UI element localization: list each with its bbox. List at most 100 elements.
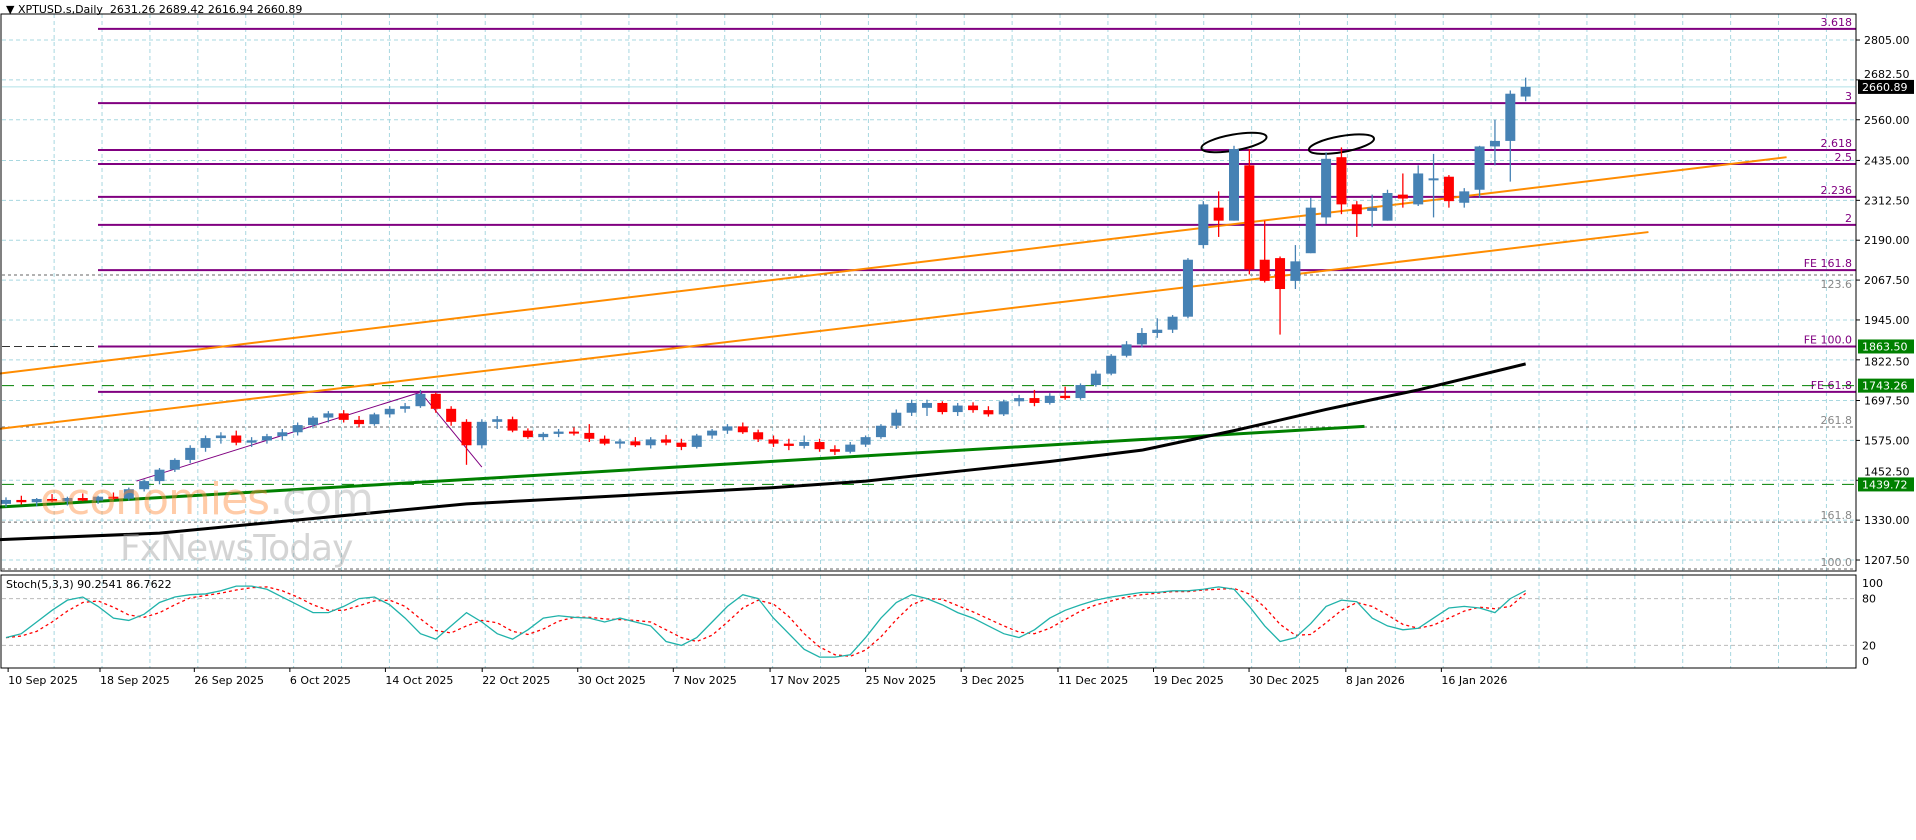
candle-body	[1229, 149, 1239, 221]
y-tick-label: 1207.50	[1864, 554, 1910, 567]
candle-body	[1443, 176, 1454, 202]
candle-body	[906, 402, 917, 413]
candle-body	[676, 442, 687, 447]
x-tick-label: 10 Sep 2025	[8, 674, 78, 687]
candle-body	[1305, 207, 1316, 254]
candle-body	[1382, 192, 1393, 221]
axes: 2805.00 2682.50 2560.00 2435.00 2312.50 2190.…	[0, 13, 1914, 687]
candle-body	[154, 469, 165, 482]
candle-body	[461, 421, 472, 446]
candle-body	[1474, 146, 1485, 190]
chart-header: ▼ XPTUSD.s,Daily 2631.26 2689.42 2616.94…	[6, 3, 302, 16]
marked-level-tag	[1858, 477, 1914, 492]
candle-body	[292, 425, 303, 433]
candle-body	[139, 481, 150, 490]
highlight-ellipse	[1307, 133, 1375, 155]
candle-body	[829, 449, 840, 452]
candle-body	[1505, 93, 1516, 141]
candle-body	[722, 426, 733, 431]
x-tick-label: 18 Sep 2025	[100, 674, 170, 687]
candle-body	[1029, 398, 1040, 403]
candle-body	[93, 496, 104, 501]
fib-level-label: FE 161.8	[1804, 257, 1852, 270]
x-tick-label: 30 Oct 2025	[578, 674, 646, 687]
candle-body	[630, 441, 641, 446]
stoch-tick-label: 100	[1862, 577, 1883, 590]
fib-level-label: 2.618	[1821, 137, 1853, 150]
y-tick-label: 1697.50	[1864, 395, 1910, 408]
marked-level-tag	[1858, 378, 1914, 393]
candle-body	[323, 413, 334, 418]
y-tick-label: 2312.50	[1864, 194, 1910, 207]
candle-body	[968, 405, 979, 411]
fib-level-label: 2.5	[1835, 151, 1853, 164]
candle-body	[875, 425, 886, 438]
candle-body	[1121, 344, 1132, 356]
x-tick-label: 6 Oct 2025	[290, 674, 351, 687]
candle-body	[538, 433, 549, 438]
x-tick-label: 26 Sep 2025	[194, 674, 264, 687]
candle-body	[1336, 157, 1347, 205]
candle-body	[615, 441, 625, 444]
overlays	[0, 131, 1787, 542]
candle-body	[369, 414, 380, 425]
y-tick-label: 1575.00	[1864, 434, 1910, 447]
watermark-fxnewstoday: FxNewsToday	[120, 528, 353, 569]
candle-body	[277, 432, 288, 437]
x-tick-label: 22 Oct 2025	[482, 674, 550, 687]
fib-level-label: 3	[1845, 90, 1852, 103]
candle-body	[1459, 191, 1470, 203]
y-tick-label: 1330.00	[1864, 514, 1910, 527]
candle-body	[1, 499, 11, 504]
stoch-frame	[0, 574, 1857, 669]
stoch-main-line	[5, 585, 1526, 658]
fib-retracement-label: 161.8	[1821, 509, 1853, 522]
candle-body	[338, 413, 349, 420]
candle-body	[215, 435, 226, 439]
candle-body	[1520, 86, 1531, 97]
candle-body	[47, 498, 58, 502]
candle-body	[16, 499, 27, 503]
candle-body	[261, 436, 272, 441]
candle-body	[31, 498, 42, 503]
candle-body	[768, 439, 779, 444]
y-tick-label: 2435.00	[1864, 154, 1910, 167]
candle-body	[1075, 385, 1086, 399]
marked-level-value: 1439.72	[1862, 478, 1908, 491]
candle-body	[845, 444, 856, 452]
candle-body	[737, 426, 748, 433]
candle-body	[354, 419, 365, 425]
candle-body	[1351, 204, 1362, 215]
candle-body	[308, 417, 318, 426]
candles	[1, 77, 1531, 508]
ohlc-values: 2631.26 2689.42 2616.94 2660.89	[109, 3, 303, 16]
candle-body	[400, 406, 411, 409]
candle-body	[1213, 207, 1224, 221]
candle-body	[983, 410, 994, 415]
stoch-signal-line	[5, 586, 1527, 657]
candle-body	[123, 489, 134, 499]
fib-level-label: 3.618	[1821, 16, 1853, 29]
candle-body	[922, 402, 932, 408]
candle-body	[1090, 373, 1101, 386]
candle-body	[952, 405, 963, 413]
y-tick-label: 2067.50	[1864, 274, 1910, 287]
candle-body	[522, 430, 533, 438]
candle-body	[799, 442, 810, 446]
x-tick-label: 25 Nov 2025	[866, 674, 936, 687]
stoch-tick-label: 80	[1862, 593, 1876, 606]
moving-average-line	[0, 362, 1527, 542]
candle-body	[1367, 207, 1378, 211]
collapse-triangle-icon[interactable]: ▼	[6, 3, 15, 16]
stochastic-panel	[2, 585, 1856, 658]
y-tick-label: 2560.00	[1864, 114, 1910, 127]
candle-body	[1428, 178, 1439, 181]
y-tick-label: 2682.50	[1864, 68, 1910, 81]
candle-body	[231, 435, 242, 443]
candle-body	[1290, 261, 1301, 281]
candle-body	[430, 393, 441, 409]
candle-body	[707, 430, 718, 436]
y-tick-label: 2190.00	[1864, 234, 1910, 247]
fib-level-label: 2	[1845, 212, 1852, 225]
fib-level-label: FE 100.0	[1804, 333, 1852, 346]
